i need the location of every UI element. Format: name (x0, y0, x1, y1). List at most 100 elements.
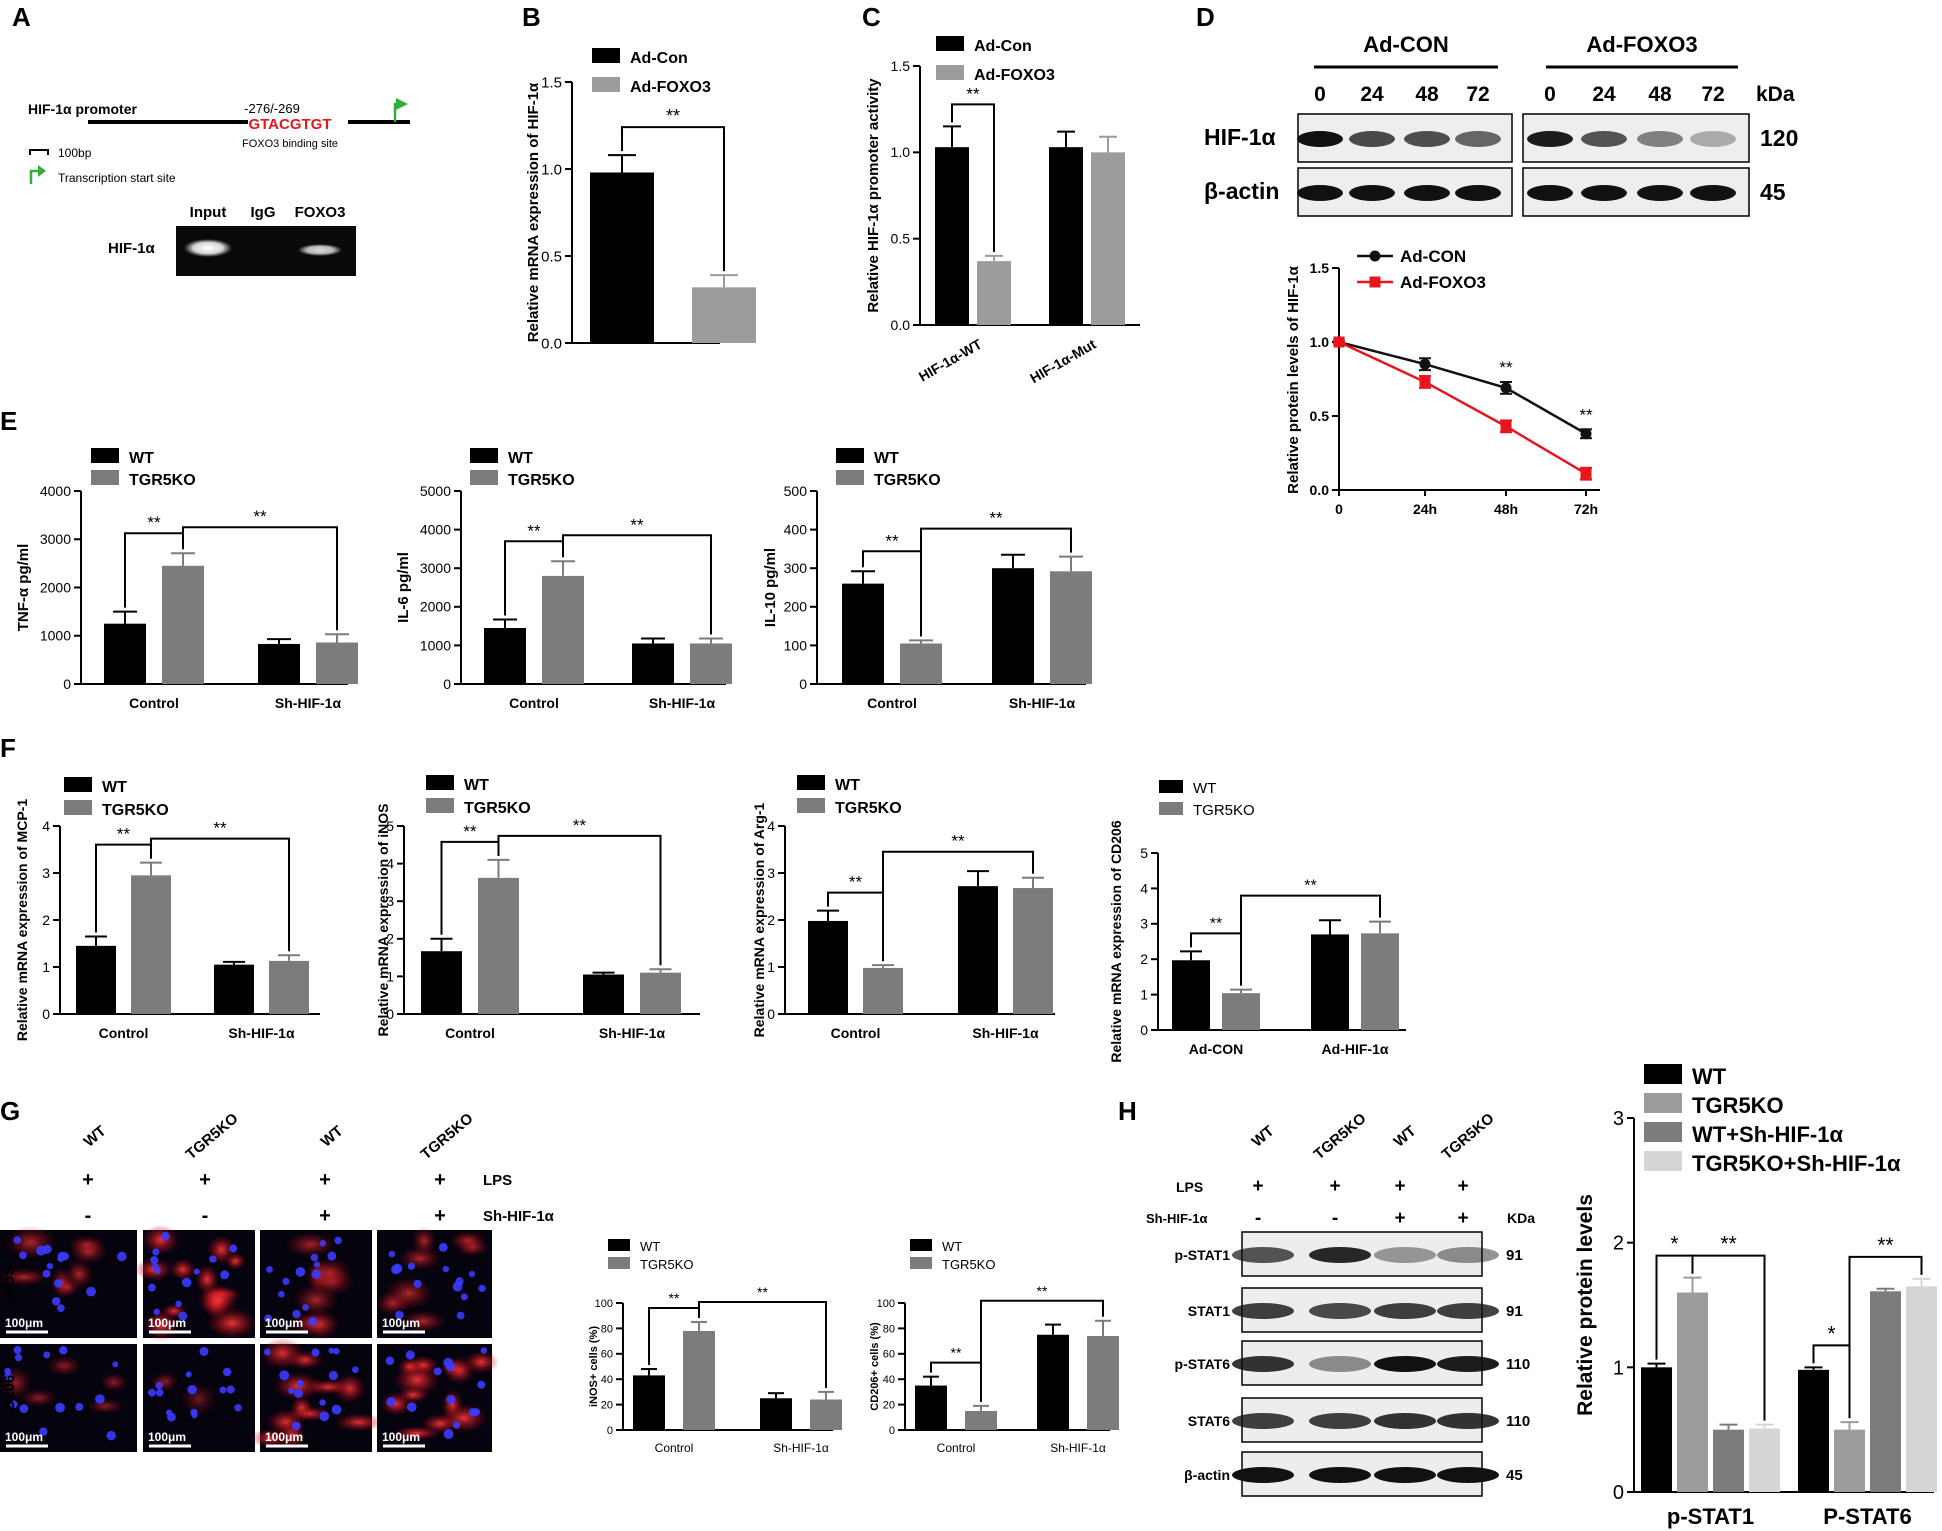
cell-stain (86, 1398, 124, 1414)
cell-stain (180, 1382, 218, 1416)
y-tick-label: 4 (386, 856, 394, 872)
y-tick-label: 0 (607, 1425, 613, 1437)
cell-stain (19, 1388, 58, 1408)
nucleus-dot (86, 1286, 97, 1297)
nucleus-dot (175, 1300, 182, 1308)
bar-TGR5KO-1 (1834, 1429, 1865, 1492)
legend-swatch (836, 448, 864, 463)
nucleus-dot (328, 1370, 338, 1381)
nucleus-dot (311, 1348, 320, 1357)
significance-bracket (882, 850, 1034, 962)
legend-label: Ad-Con (974, 38, 1032, 55)
tss-legend-icon (38, 165, 46, 177)
y-tick-label: 0 (443, 676, 451, 692)
significance-label: ** (213, 819, 227, 838)
y-tick-label: 1 (767, 959, 775, 975)
cell-stain (64, 1259, 94, 1289)
bar-WT-1 (632, 643, 674, 684)
blot-band (1437, 1303, 1499, 1319)
bar-Ad-FOXO3-0 (692, 287, 756, 343)
chart-E2: 0 1000 2000 3000 4000 5000 IL-6 pg/ml Control Sh… (395, 448, 732, 711)
y-tick-label: 3000 (420, 560, 451, 576)
blot-band (1455, 131, 1501, 147)
x-tick-label: 48h (1494, 501, 1518, 517)
nucleus-dot (294, 1388, 304, 1398)
nucleus-dot (392, 1263, 403, 1274)
nucleus-dot (57, 1255, 65, 1263)
blot-band (1581, 131, 1627, 147)
timepoint-label: 48 (1415, 83, 1439, 106)
image-row-label: CD206 (1, 1375, 18, 1422)
y-tick-label: 0 (63, 676, 71, 692)
bar-TGR5KO-1 (316, 642, 358, 684)
gel-lane-label: Input (190, 204, 227, 221)
nucleus-dot (296, 1379, 304, 1387)
blot-band (1309, 1247, 1371, 1263)
chart-H: 0 1 2 3 Relative protein levels p-STAT1 P-STAT… (1574, 1064, 1937, 1529)
scale-label: 100μm (265, 1316, 303, 1330)
bar-WT-1 (760, 1398, 792, 1430)
legend-swatch (1644, 1064, 1682, 1084)
nucleus-dot (161, 1231, 170, 1241)
nucleus-dot (310, 1253, 319, 1262)
legend-label: TGR5KO (835, 800, 902, 817)
group-label: Ad-CON (1363, 32, 1449, 57)
bar-Ad-Con-0 (590, 172, 654, 343)
bar-WT-1 (1311, 934, 1349, 1030)
panel-G-images: WT TGR5KO WT TGR5KO + - + - + + + + LPS Sh-HIF-1α 100μ… (0, 1110, 555, 1452)
blot-band (1437, 1413, 1499, 1429)
gel-band-input (184, 239, 232, 257)
cell-stain (99, 1372, 128, 1392)
panel-letter-F: F (0, 733, 16, 763)
legend-swatch (1644, 1151, 1682, 1171)
y-tick-label: 1 (42, 959, 50, 975)
nucleus-dot (288, 1387, 295, 1394)
y-tick-label: 400 (784, 522, 808, 538)
y-tick-label: 0.0 (541, 335, 562, 352)
legend-label: TGR5KO (942, 1257, 995, 1272)
chart-C: 0.0 0.5 1.0 1.5 Relative HIF-1α promoter act… (865, 36, 1140, 386)
scale-label: 100μm (5, 1430, 43, 1444)
significance-label: ** (849, 873, 863, 892)
blot-row-label: p-STAT6 (1175, 1356, 1231, 1372)
gel-band-foxo3 (298, 244, 342, 256)
legend-label: WT (508, 450, 533, 467)
panel-H-blot: WT TGR5KO WT TGR5KO LPS Sh-HIF-1α + - + - + + + + KDa p… (1146, 1110, 1535, 1497)
bar-TGR5KO-1 (810, 1399, 842, 1430)
nucleus-dot (4, 1367, 11, 1375)
legend-label: WT (1193, 780, 1216, 797)
x-tick-label: Control (655, 1441, 694, 1455)
cell-stain (141, 1224, 180, 1256)
chart-E1: 0 1000 2000 3000 4000 TNF-α pg/ml Control Sh-HI… (15, 448, 358, 711)
y-tick-label: 1.0 (891, 144, 911, 160)
legend-label: WT (1692, 1064, 1727, 1089)
nucleus-dot (234, 1404, 242, 1412)
legend-label: WT (874, 450, 899, 467)
nucleus-dot (59, 1346, 68, 1355)
y-axis-label: TNF-α pg/ml (15, 544, 32, 632)
legend-swatch (936, 65, 964, 80)
nucleus-dot (229, 1244, 238, 1253)
legend-label: TGR5KO (129, 472, 196, 489)
significance-label: ** (1304, 878, 1316, 895)
nucleus-dot (455, 1277, 464, 1286)
panel-D-blot: Ad-CON Ad-FOXO3 0 24 48 72 0 24 48 72 kDa HIF-1α 120… (1204, 32, 1798, 217)
nucleus-dot (433, 1367, 442, 1376)
blot-band (1349, 131, 1395, 147)
significance-bracket (920, 527, 1072, 637)
y-tick-label: 2000 (40, 579, 71, 595)
bar-Ad-FOXO3-0 (977, 261, 1011, 325)
chart-G2: 0 20 40 60 80 100 CD206+ cells (%) Control Sh-HI… (869, 1239, 1119, 1455)
bar-WT-1 (958, 886, 998, 1014)
significance-label: ** (951, 1345, 962, 1361)
nucleus-dot (219, 1386, 227, 1394)
nucleus-dot (55, 1402, 65, 1413)
nucleus-dot (388, 1250, 396, 1258)
blot-band (1374, 1413, 1436, 1429)
blot-band (1297, 131, 1343, 147)
bar-WT-0 (104, 623, 146, 684)
timepoint-label: 0 (1314, 83, 1326, 106)
